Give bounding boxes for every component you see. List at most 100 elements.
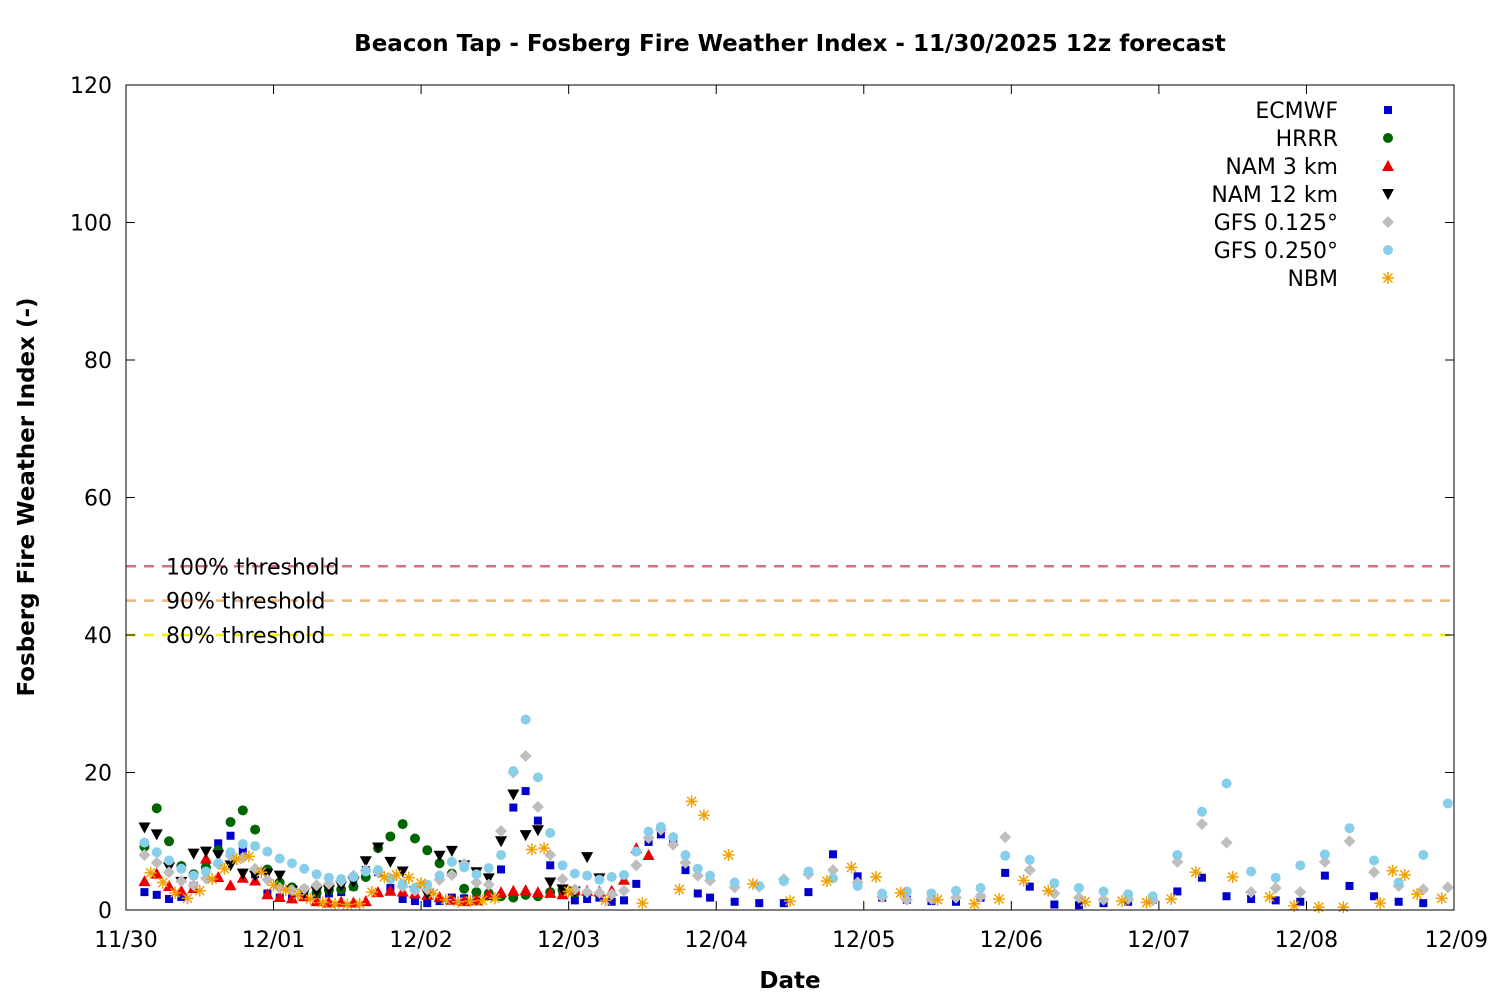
data-point [150,856,163,869]
data-point [1295,860,1306,871]
data-point [200,866,211,877]
data-point [1097,893,1110,906]
data-point [1435,892,1448,905]
data-point [322,885,335,897]
data-point [311,869,322,880]
legend-marker [1383,133,1393,143]
data-point [1270,872,1281,883]
data-point [497,865,506,874]
data-point [545,828,556,838]
data-point [827,864,840,877]
data-point [292,888,305,901]
data-point [1263,890,1276,903]
data-point [169,886,182,899]
data-point [706,893,715,902]
data-point [747,877,760,890]
data-point [894,886,907,899]
data-point [667,838,680,851]
data-point [212,850,225,861]
data-point [396,866,409,878]
data-point [496,850,507,860]
data-point [150,829,163,841]
data-point [226,831,235,840]
data-point [144,866,157,879]
data-point [1296,897,1305,906]
data-point [525,843,538,856]
data-point [1370,892,1379,901]
legend-label: GFS 0.250° [1214,239,1338,264]
data-point [544,886,557,898]
data-point [531,825,544,837]
series-6 [144,795,1448,914]
x-tick-label: 12/03 [537,928,600,953]
data-point [508,766,519,777]
data-point [509,803,518,812]
legend-label: HRRR [1276,127,1338,152]
data-point [152,890,161,899]
data-point [163,866,176,879]
data-point [546,861,555,870]
x-tick-label: 12/01 [242,928,305,953]
data-point [1386,864,1399,877]
data-point [409,883,420,893]
data-point [1042,884,1055,897]
x-tick-label: 12/04 [685,928,748,953]
data-point [519,884,532,896]
data-point [643,826,654,837]
data-point [1073,883,1084,893]
data-point [570,896,579,905]
data-point [692,863,703,874]
legend-marker [1382,216,1394,228]
data-point [433,850,446,862]
data-point [557,860,568,871]
data-point [845,861,858,874]
data-point [359,856,372,868]
data-point [1001,868,1010,877]
data-point [1418,850,1429,860]
data-point [1221,778,1232,789]
data-point [931,893,944,906]
data-point [181,892,194,905]
data-point [238,846,247,855]
data-point [599,894,612,907]
data-point [784,895,796,908]
data-point [655,821,666,832]
data-point [1049,878,1060,889]
data-point [1345,881,1354,890]
data-point [607,897,616,906]
data-point [218,862,231,875]
data-point [730,897,739,906]
data-point [1220,836,1233,849]
data-point [803,866,814,877]
data-point [384,856,397,868]
data-point [299,863,310,874]
threshold-layer: 100% threshold 90% threshold 80% threshold [126,555,1454,649]
data-point [250,824,261,835]
data-point [974,890,987,903]
data-point [1245,886,1258,899]
data-point [341,898,354,911]
data-point [360,866,371,877]
data-point [410,897,419,906]
data-point [1196,806,1207,817]
data-point [679,856,692,869]
data-point [606,872,617,882]
points-layer [138,714,1454,914]
data-point [390,868,403,881]
data-point [199,846,212,858]
data-point [829,850,838,859]
data-point [1172,850,1183,860]
data-point [993,893,1006,905]
data-point [304,893,317,905]
data-point [685,795,698,808]
data-point [199,852,212,864]
data-point [427,887,440,900]
data-point [581,852,594,864]
data-point [1098,886,1109,897]
data-point [1247,895,1256,903]
data-point [755,899,764,908]
data-point [1417,883,1430,896]
data-point [583,895,592,903]
data-point [582,870,593,881]
